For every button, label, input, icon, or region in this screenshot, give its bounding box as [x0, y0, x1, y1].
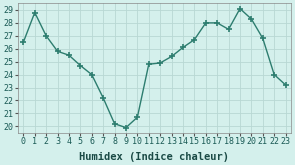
- X-axis label: Humidex (Indice chaleur): Humidex (Indice chaleur): [79, 151, 230, 162]
